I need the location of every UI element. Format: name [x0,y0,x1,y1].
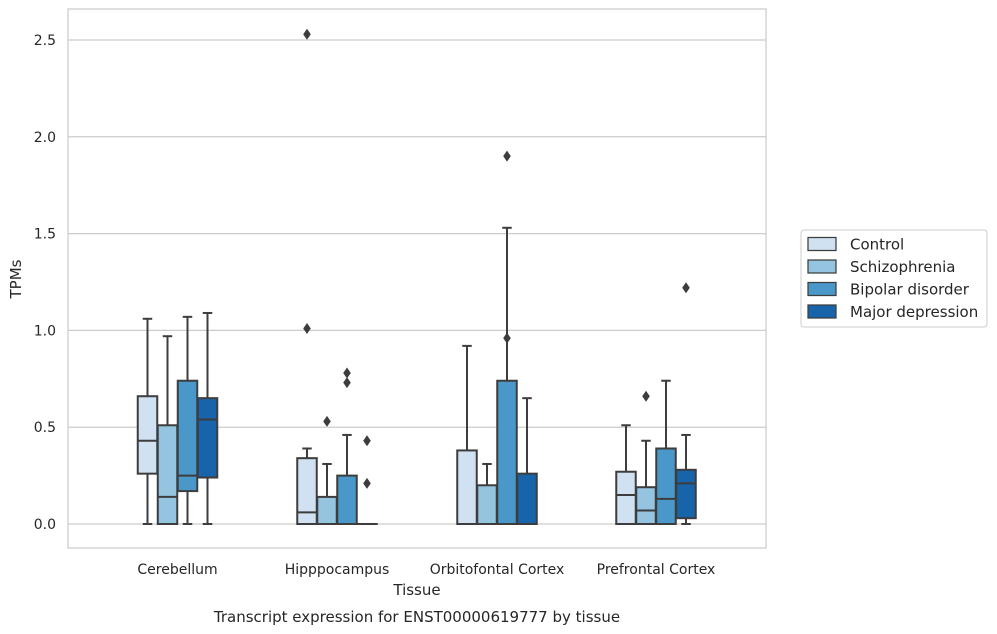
box-group [196,311,219,525]
y-tick-label: 2.0 [34,130,56,146]
x-tick-label: Hipppocampus [285,562,390,578]
legend-item: Schizophrenia [807,258,955,276]
box [635,486,657,526]
box-group [516,397,538,525]
box-groups [136,28,697,526]
y-axis-label: TPMs [7,259,25,299]
y-tick-label: 0.5 [34,420,56,436]
box-group [635,390,657,526]
outlier-point [682,282,690,294]
box [136,395,159,475]
legend-swatch [807,259,837,274]
outlier-point [343,367,351,379]
x-tick-label: Cerebellum [137,562,217,578]
box [476,484,498,525]
x-tick-label: Prefrontal Cortex [597,562,716,578]
box-group [296,28,318,525]
y-axis-ticks: 0.0 0.5 1.0 1.5 2.0 2.5 [34,33,56,533]
x-tick-label: Orbitofontal Cortex [430,562,565,578]
legend: Control Schizophrenia Bipolar disorder Majo… [800,229,988,328]
outlier-point [363,477,371,489]
outlier-point [363,435,371,447]
legend-label: Schizophrenia [850,258,955,276]
legend-swatch [807,236,837,252]
legend-label: Major depression [850,303,978,321]
box [196,397,219,479]
box [456,449,478,526]
outlier-point [303,28,311,40]
outlier-point [642,390,650,402]
box-group [675,282,697,525]
box-group [136,317,159,525]
box-group [476,462,498,525]
y-tick-label: 1.5 [34,227,56,243]
y-tick-label: 0.0 [34,517,56,533]
box-group [456,344,478,526]
box-group [316,415,338,525]
x-axis-label: Tissue [392,581,440,599]
box [336,474,358,526]
outlier-point [503,150,511,162]
outlier-point [343,377,351,389]
legend-frame [800,229,988,328]
box [296,457,318,525]
box [496,379,518,525]
box [516,472,538,525]
box [615,470,637,525]
legend-items: Control Schizophrenia Bipolar disorder Majo… [807,236,978,321]
box [156,424,179,526]
legend-item: Bipolar disorder [807,281,970,299]
box [655,447,677,525]
outlier-point [323,415,331,427]
legend-label: Control [850,236,904,254]
x-axis-ticks: Cerebellum Hipppocampus Orbitofontal Corte… [137,562,715,578]
y-tick-label: 1.0 [34,323,56,339]
legend-item: Major depression [807,303,978,321]
box-group [356,435,378,526]
legend-label: Bipolar disorder [850,281,970,299]
plot-area-frame [67,8,767,549]
y-tick-label: 2.5 [34,33,56,49]
outlier-point [503,332,511,344]
box-group [336,367,358,526]
box [316,495,338,525]
figure-caption: Transcript expression for ENST0000061977… [213,608,620,626]
legend-item: Control [807,236,904,254]
box-group [496,150,518,525]
box [176,379,199,493]
box [675,468,697,520]
outlier-point [303,322,311,334]
legend-swatch [807,304,837,319]
legend-swatch [807,281,837,297]
